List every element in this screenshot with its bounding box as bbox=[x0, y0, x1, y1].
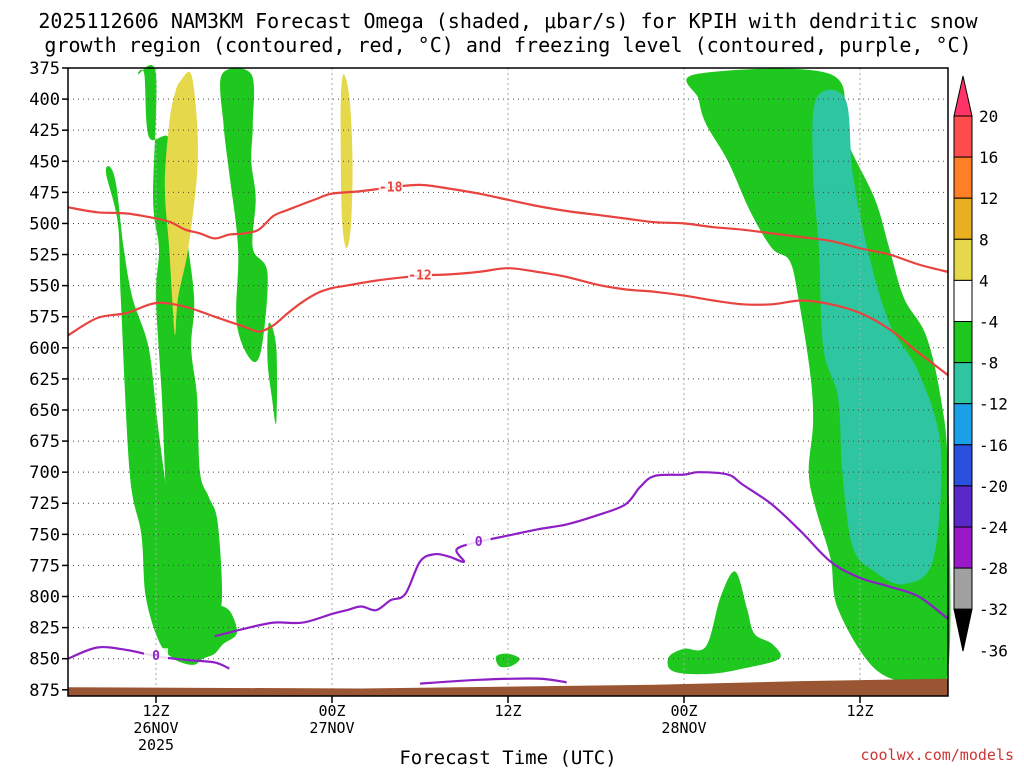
colorbar-segment bbox=[953, 197, 973, 240]
y-tick-label: 750 bbox=[29, 525, 60, 545]
y-tick-label: 550 bbox=[29, 277, 60, 297]
omega-shading-layer bbox=[105, 65, 951, 691]
x-tick-label: 00Z bbox=[670, 702, 697, 720]
dgz-contour-label-bg bbox=[378, 179, 403, 194]
dgz-contour-label: -18 bbox=[379, 180, 403, 195]
colorbar-label: 8 bbox=[979, 230, 989, 249]
chart-title-line2: growth region (contoured, red, °C) and f… bbox=[44, 33, 971, 57]
y-tick-label: 875 bbox=[29, 681, 60, 701]
colorbar-segment bbox=[953, 444, 973, 487]
y-tick-label: 700 bbox=[29, 463, 60, 483]
dgz-contour-label-bg bbox=[408, 267, 432, 282]
plot-area: -18 -12 0 0 bbox=[67, 65, 951, 697]
colorbar-label: -28 bbox=[979, 559, 1008, 578]
credit-text: coolwx.com/models bbox=[860, 746, 1014, 764]
y-tick-label: 600 bbox=[29, 339, 60, 359]
colorbar: 20 16 12 8 4 -4 -8 -12 -16 -20 -24 -28 -32 -36 bbox=[953, 75, 1008, 660]
colorbar-label: -12 bbox=[979, 395, 1008, 414]
colorbar-label: -4 bbox=[979, 313, 998, 332]
dgz-contour bbox=[67, 183, 949, 273]
omega-region bbox=[267, 322, 278, 425]
contour-layer: -18 -12 0 0 bbox=[67, 179, 949, 685]
x-axis-label: Forecast Time (UTC) bbox=[399, 747, 616, 768]
colorbar-label: 12 bbox=[979, 189, 998, 208]
omega-region bbox=[812, 89, 942, 585]
colorbar-segment bbox=[953, 115, 973, 158]
colorbar-segment bbox=[953, 321, 973, 364]
colorbar-segment bbox=[953, 485, 973, 528]
dgz-contour bbox=[67, 267, 949, 377]
x-tick-label: 12Z bbox=[142, 702, 169, 720]
freezing-contour bbox=[419, 677, 567, 685]
y-tick-label: 425 bbox=[29, 121, 60, 141]
x-tick-label: 26NOV bbox=[133, 719, 178, 737]
omega-region bbox=[138, 65, 223, 622]
y-tick-label: 375 bbox=[29, 59, 60, 79]
y-tick-label: 575 bbox=[29, 308, 60, 328]
freezing-contour-label: 0 bbox=[152, 649, 160, 664]
colorbar-top-arrow bbox=[953, 75, 973, 117]
colorbar-segment bbox=[953, 238, 973, 281]
colorbar-segment bbox=[953, 362, 973, 405]
colorbar-segment bbox=[953, 526, 973, 569]
omega-region bbox=[495, 653, 520, 668]
freezing-contour bbox=[214, 471, 949, 638]
omega-region bbox=[220, 67, 268, 363]
colorbar-label: -16 bbox=[979, 436, 1008, 455]
omega-region bbox=[164, 71, 198, 336]
freezing-contour-label-bg bbox=[466, 533, 491, 548]
colorbar-label: 4 bbox=[979, 271, 989, 290]
colorbar-bottom-arrow bbox=[953, 608, 973, 652]
y-tick-label: 825 bbox=[29, 619, 60, 639]
chart-title-line1: 2025112606 NAM3KM Forecast Omega (shaded… bbox=[38, 9, 978, 33]
colorbar-segment bbox=[953, 279, 973, 322]
omega-region bbox=[667, 571, 781, 675]
terrain-fill bbox=[68, 678, 948, 696]
freezing-contour-label-bg bbox=[144, 648, 168, 663]
y-tick-label: 400 bbox=[29, 90, 60, 110]
x-tick-label: 12Z bbox=[494, 702, 521, 720]
colorbar-label: -24 bbox=[979, 518, 1008, 537]
y-tick-label: 725 bbox=[29, 494, 60, 514]
x-tick-label: 00Z bbox=[318, 702, 345, 720]
y-axis: 375 400 425 450 475 500 525 550 575 600 625 650 675 7… bbox=[29, 59, 68, 701]
colorbar-label: -8 bbox=[979, 354, 998, 373]
colorbar-label: 16 bbox=[979, 148, 998, 167]
y-tick-label: 850 bbox=[29, 650, 60, 670]
colorbar-segment bbox=[953, 403, 973, 446]
x-tick-label: 28NOV bbox=[661, 719, 706, 737]
freezing-contour-label: 0 bbox=[475, 535, 483, 550]
omega-region bbox=[105, 166, 238, 665]
x-tick-label: 27NOV bbox=[309, 719, 354, 737]
y-tick-label: 450 bbox=[29, 152, 60, 172]
colorbar-label: -36 bbox=[979, 641, 1008, 660]
colorbar-label: 20 bbox=[979, 107, 998, 126]
y-tick-label: 775 bbox=[29, 556, 60, 576]
colorbar-label: -32 bbox=[979, 600, 1008, 619]
y-tick-label: 525 bbox=[29, 246, 60, 266]
y-tick-label: 625 bbox=[29, 370, 60, 390]
dgz-contour-label: -12 bbox=[408, 269, 431, 284]
y-tick-label: 475 bbox=[29, 183, 60, 203]
omega-region bbox=[340, 74, 353, 249]
colorbar-label: -20 bbox=[979, 477, 1008, 496]
colorbar-segment bbox=[953, 567, 973, 610]
y-tick-label: 800 bbox=[29, 588, 60, 608]
y-tick-label: 500 bbox=[29, 214, 60, 234]
y-tick-label: 675 bbox=[29, 432, 60, 452]
x-tick-label: 2025 bbox=[138, 736, 174, 754]
y-tick-label: 650 bbox=[29, 401, 60, 421]
colorbar-segment bbox=[953, 156, 973, 199]
x-tick-label: 12Z bbox=[846, 702, 873, 720]
